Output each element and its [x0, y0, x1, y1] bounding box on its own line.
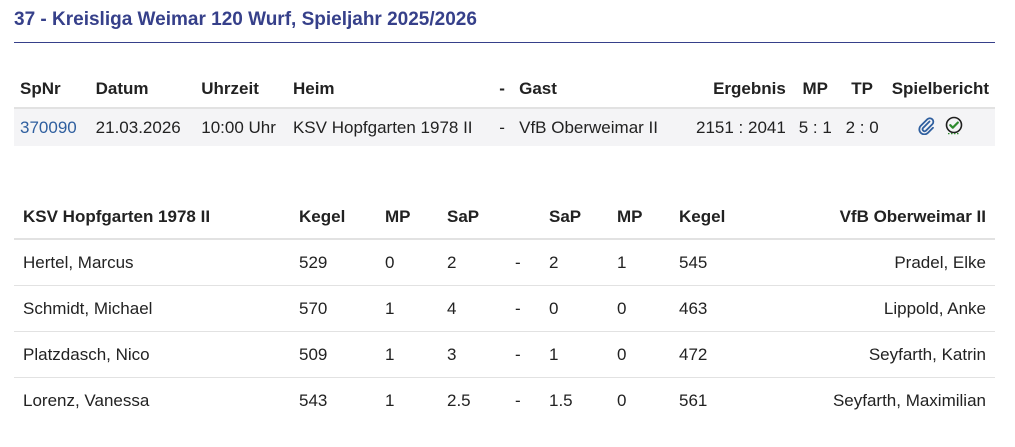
guest-kegel: 472	[670, 331, 800, 378]
guest-player: Seyfarth, Maximilian	[832, 390, 986, 410]
match-spnr-cell: 370090	[14, 108, 90, 146]
row-dash: -	[506, 239, 540, 286]
home-kegel: 529	[290, 239, 376, 286]
match-header-row: SpNr Datum Uhrzeit Heim - Gast Ergebnis …	[14, 70, 995, 109]
guest-mp: 0	[617, 390, 627, 410]
guest-kegel: 545	[670, 239, 800, 286]
home-kegel: 570	[290, 285, 376, 332]
header-mp-home: MP	[376, 196, 438, 240]
table-row: Schmidt, Michael 570 1 4 - 0 0 463 Lippo…	[14, 285, 995, 332]
home-mp: 1	[376, 285, 438, 332]
header-sap-guest: SaP	[540, 196, 608, 240]
table-row: Lorenz, Vanessa 543 1 2.5 - 1.5 0 561 Se…	[14, 378, 995, 424]
header-home-team: KSV Hopfgarten 1978 II	[14, 196, 290, 240]
match-date: 21.03.2026	[89, 108, 196, 146]
match-dash: -	[493, 108, 514, 146]
player-results-table: KSV Hopfgarten 1978 II Kegel MP SaP SaP …	[14, 196, 995, 423]
table-row: Hertel, Marcus 529 0 2 - 2 1 545 Pradel,…	[14, 239, 995, 286]
home-player: Lorenz, Vanessa	[23, 390, 150, 410]
table-row: Platzdasch, Nico 509 1 3 - 1 0 472 Seyfa…	[14, 331, 995, 378]
header-spielbericht: Spielbericht	[885, 70, 995, 109]
player-header-row: KSV Hopfgarten 1978 II Kegel MP SaP SaP …	[14, 196, 995, 240]
guest-kegel: 463	[670, 285, 800, 332]
header-mp: MP	[791, 70, 839, 109]
match-time: 10:00 Uhr	[195, 108, 287, 146]
home-kegel: 543	[299, 390, 328, 410]
guest-mp: 0	[608, 331, 670, 378]
header-tp: TP	[838, 70, 886, 109]
home-mp: 1	[385, 390, 395, 410]
title-divider	[14, 42, 995, 43]
header-datum: Datum	[89, 70, 196, 109]
guest-mp: 1	[608, 239, 670, 286]
guest-player: Seyfarth, Katrin	[800, 331, 995, 378]
guest-kegel: 561	[679, 390, 708, 410]
match-guest-team: VfB Oberweimar II	[513, 108, 677, 146]
header-guest-team: VfB Oberweimar II	[800, 196, 995, 240]
match-report-cell	[885, 108, 995, 146]
page-title: 37 - Kreisliga Weimar 120 Wurf, Spieljah…	[14, 9, 477, 30]
header-dash: -	[493, 70, 514, 109]
guest-sap: 1.5	[549, 390, 573, 410]
home-player: Schmidt, Michael	[14, 285, 290, 332]
home-sap: 2	[438, 239, 506, 286]
row-dash: -	[506, 331, 540, 378]
header-dash-spacer	[506, 196, 540, 240]
home-mp: 1	[376, 331, 438, 378]
match-result: 2151 : 2041	[676, 108, 792, 146]
header-kegel-home: Kegel	[290, 196, 376, 240]
guest-player: Pradel, Elke	[800, 239, 995, 286]
row-dash: -	[515, 390, 521, 410]
row-dash: -	[506, 285, 540, 332]
match-tp: 2 : 0	[838, 108, 886, 146]
home-mp: 0	[376, 239, 438, 286]
match-mp: 5 : 1	[791, 108, 839, 146]
header-gast: Gast	[513, 70, 677, 109]
header-ergebnis: Ergebnis	[676, 70, 792, 109]
match-row: 370090 21.03.2026 10:00 Uhr KSV Hopfgart…	[14, 108, 995, 146]
guest-player: Lippold, Anke	[800, 285, 995, 332]
header-mp-guest: MP	[608, 196, 670, 240]
header-spnr: SpNr	[14, 70, 90, 109]
home-player: Hertel, Marcus	[14, 239, 290, 286]
home-kegel: 509	[290, 331, 376, 378]
home-sap: 2.5	[447, 390, 471, 410]
guest-sap: 2	[540, 239, 608, 286]
guest-sap: 1	[540, 331, 608, 378]
match-table: SpNr Datum Uhrzeit Heim - Gast Ergebnis …	[14, 70, 995, 146]
match-home-team: KSV Hopfgarten 1978 II	[286, 108, 494, 146]
home-player: Platzdasch, Nico	[14, 331, 290, 378]
match-number-link[interactable]: 370090	[20, 117, 77, 137]
guest-sap: 0	[540, 285, 608, 332]
header-uhrzeit: Uhrzeit	[195, 70, 287, 109]
header-kegel-guest: Kegel	[670, 196, 800, 240]
header-heim: Heim	[286, 70, 494, 109]
guest-mp: 0	[608, 285, 670, 332]
paperclip-icon[interactable]	[916, 115, 936, 140]
home-sap: 4	[438, 285, 506, 332]
check-circle-icon[interactable]	[944, 115, 964, 140]
header-sap-home: SaP	[438, 196, 506, 240]
home-sap: 3	[438, 331, 506, 378]
